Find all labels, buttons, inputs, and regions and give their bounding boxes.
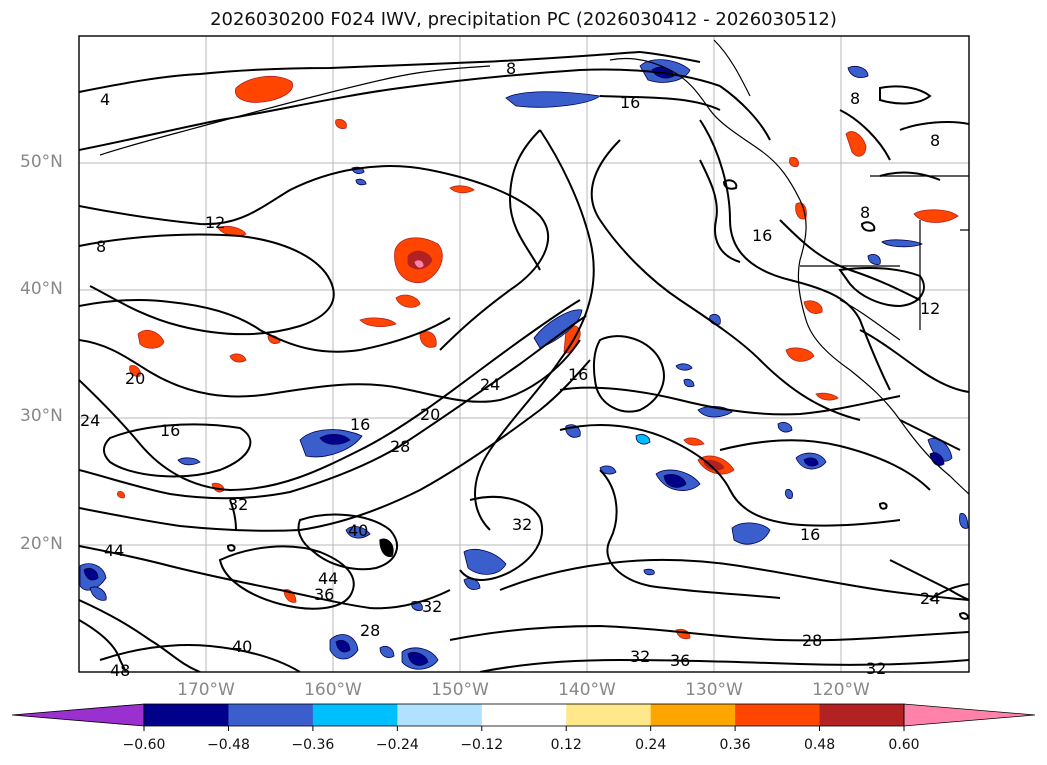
colorbar-tick-label: −0.12: [460, 737, 504, 753]
contour-labels: 4 8 8 8 8 8 12 12 16 16 16 16 16 16 20 2…: [80, 59, 940, 680]
map-frame: [78, 35, 970, 673]
colorbar-tick-label: 0.60: [888, 737, 920, 753]
contour-label: 32: [512, 515, 532, 534]
colorbar-segment: [144, 704, 229, 726]
lon-label-130w: 130°W: [685, 680, 743, 700]
colorbar-extend-high: [903, 703, 1036, 727]
contour-label: 32: [422, 597, 442, 616]
colorbar-segment: [566, 704, 652, 726]
contour-label: 8: [96, 237, 106, 256]
contour-label: 28: [360, 621, 380, 640]
contour-label: 32: [630, 647, 650, 666]
contour-label: 44: [104, 541, 124, 560]
colorbar-extend-low: [11, 703, 145, 727]
contour-label: 48: [110, 661, 130, 680]
lon-label-150w: 150°W: [431, 680, 489, 700]
coastlines: [99, 39, 969, 557]
contour-label: 12: [205, 213, 225, 232]
colorbar-tick-label: 0.12: [550, 737, 582, 753]
contour-label: 32: [228, 495, 248, 514]
colorbar-tick-label: 0.48: [803, 737, 836, 753]
contour-label: 20: [125, 369, 145, 388]
contour-label: 28: [802, 631, 822, 650]
precip-anomaly-shading: [79, 59, 969, 670]
lat-label-20n: 20°N: [20, 534, 63, 554]
negative-anomaly-blobs: [79, 59, 969, 670]
contour-label: 28: [390, 437, 410, 456]
lon-label-140w: 140°W: [558, 680, 616, 700]
colorbar-tick-label: 0.36: [719, 737, 751, 753]
contour-label: 16: [160, 421, 180, 440]
lat-label-40n: 40°N: [20, 279, 63, 299]
contour-label: 40: [232, 637, 252, 656]
lat-label-30n: 30°N: [20, 406, 63, 426]
contour-label: 16: [800, 525, 820, 544]
contour-label: 8: [930, 131, 940, 150]
contour-label: 36: [314, 585, 334, 604]
lon-label-160w: 160°W: [304, 680, 362, 700]
contour-label: 16: [620, 93, 640, 112]
contour-label: 4: [100, 90, 110, 109]
colorbar: [11, 703, 1036, 731]
contour-label: 24: [480, 375, 500, 394]
map-title: 2026030200 F024 IWV, precipitation PC (2…: [210, 9, 837, 30]
contour-label: 16: [568, 365, 588, 384]
contour-label: 12: [920, 299, 940, 318]
contour-label: 24: [920, 589, 940, 608]
colorbar-segment: [735, 704, 821, 726]
contour-label: 24: [80, 411, 100, 430]
contour-label: 16: [752, 226, 772, 245]
contour-label: 36: [670, 651, 690, 670]
colorbar-tick-label: −0.48: [206, 737, 250, 753]
contour-label: 8: [850, 89, 860, 108]
lon-label-120w: 120°W: [812, 680, 870, 700]
map-plot-area: [79, 36, 969, 672]
colorbar-segment: [312, 704, 398, 726]
contour-label: 16: [350, 415, 370, 434]
contour-label: 20: [420, 405, 440, 424]
contour-label: 8: [860, 203, 870, 222]
colorbar-tick-label: −0.24: [375, 737, 419, 753]
contour-label: 8: [506, 59, 516, 78]
colorbar-frame: [143, 703, 905, 727]
colorbar-segment: [819, 704, 905, 726]
contour-label: 32: [866, 659, 886, 678]
contour-label: 40: [348, 521, 368, 540]
colorbar-tick-label: −0.36: [291, 737, 335, 753]
colorbar-segment: [650, 704, 736, 726]
contour-label: 44: [318, 569, 338, 588]
colorbar-tick-label: 0.24: [635, 737, 667, 753]
iwv-contour-islands: [226, 179, 969, 620]
colorbar-tick-label: −0.60: [122, 737, 166, 753]
iwv-contours: [79, 51, 969, 672]
positive-anomaly-blobs: [117, 76, 959, 640]
colorbar-segment: [228, 704, 314, 726]
lon-label-170w: 170°W: [177, 680, 235, 700]
colorbar-segment: [481, 704, 567, 726]
lat-label-50n: 50°N: [20, 152, 63, 172]
colorbar-segment: [397, 704, 483, 726]
